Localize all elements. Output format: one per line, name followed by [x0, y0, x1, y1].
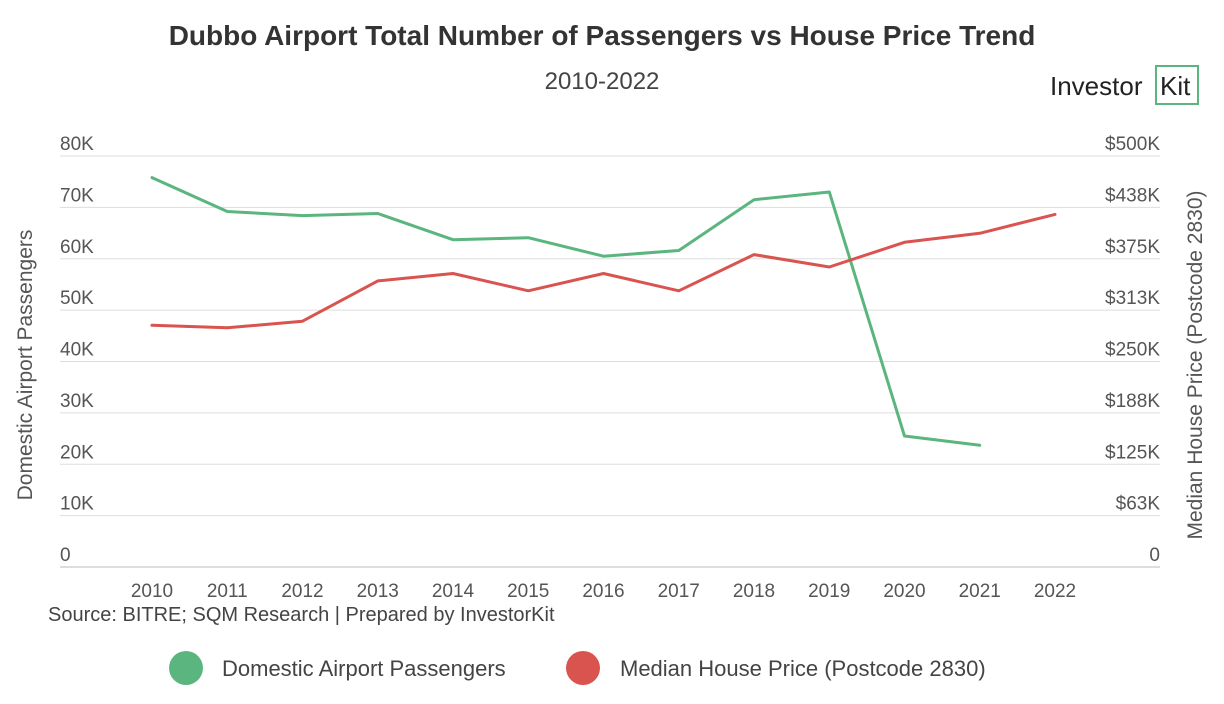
x-tick-label: 2010: [131, 581, 173, 602]
x-axis-ticks: 2010 2011 2012 2013 2014 2015 2016 2017 2018 2019…: [131, 581, 1076, 602]
x-tick-label: 2019: [808, 581, 850, 602]
right-tick-label: $125K: [1105, 442, 1160, 463]
right-tick-label: $313K: [1105, 288, 1160, 309]
right-tick-label: $375K: [1105, 237, 1160, 258]
x-tick-label: 2021: [959, 581, 1001, 602]
legend-marker: [169, 651, 203, 685]
left-tick-label: 40K: [60, 340, 94, 361]
x-tick-label: 2014: [432, 581, 475, 602]
left-tick-label: 30K: [60, 391, 94, 412]
x-tick-label: 2018: [733, 581, 775, 602]
left-tick-label: 20K: [60, 442, 94, 463]
right-tick-label: 0: [1149, 545, 1160, 566]
x-tick-label: 2022: [1034, 581, 1076, 602]
logo-box-text: Kit: [1160, 71, 1191, 101]
investorkit-logo: Investor Kit: [1050, 65, 1199, 105]
left-tick-label: 70K: [60, 185, 94, 206]
right-tick-label: $63K: [1116, 494, 1161, 515]
left-axis-title: Domestic Airport Passengers: [14, 230, 37, 501]
x-tick-label: 2017: [658, 581, 700, 602]
chart-title: Dubbo Airport Total Number of Passengers…: [169, 20, 1036, 51]
legend-label: Domestic Airport Passengers: [222, 656, 506, 681]
right-tick-label: $500K: [1105, 134, 1160, 155]
series-line-passengers: [150, 176, 982, 447]
left-axis-ticks: 0 10K 20K 30K 40K 50K 60K 70K 80K: [60, 134, 94, 566]
chart-subtitle: 2010-2022: [545, 68, 660, 95]
x-tick-label: 2012: [281, 581, 323, 602]
right-tick-label: $188K: [1105, 391, 1160, 412]
series-line-house-price: [150, 212, 1057, 330]
logo-text: Investor: [1050, 71, 1143, 101]
x-tick-label: 2016: [582, 581, 624, 602]
left-tick-label: 50K: [60, 288, 94, 309]
x-tick-label: 2011: [207, 581, 248, 602]
series-lines: [150, 176, 1057, 447]
x-tick-label: 2013: [357, 581, 399, 602]
left-tick-label: 0: [60, 545, 71, 566]
right-tick-label: $438K: [1105, 185, 1160, 206]
x-tick-label: 2015: [507, 581, 549, 602]
legend-label: Median House Price (Postcode 2830): [620, 656, 986, 681]
right-tick-label: $250K: [1105, 340, 1160, 361]
left-tick-label: 60K: [60, 237, 94, 258]
right-axis-ticks: 0 $63K $125K $188K $250K $313K $375K $438K $500K: [1105, 134, 1160, 566]
legend-marker: [566, 651, 600, 685]
left-tick-label: 10K: [60, 494, 94, 515]
legend: Domestic Airport Passengers Median House …: [169, 651, 986, 685]
logo-box: [1155, 65, 1199, 105]
right-axis-title: Median House Price (Postcode 2830): [1184, 190, 1207, 539]
gridlines: [60, 155, 1160, 568]
left-tick-label: 80K: [60, 134, 94, 155]
source-note: Source: BITRE; SQM Research | Prepared b…: [48, 604, 555, 626]
x-tick-label: 2020: [883, 581, 925, 602]
